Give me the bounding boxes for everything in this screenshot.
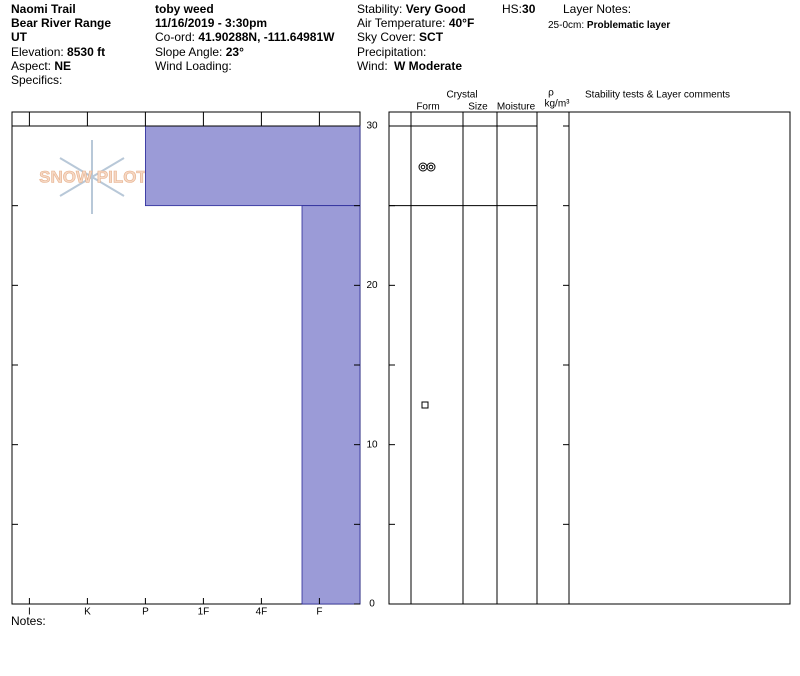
y-tick-label: 10 xyxy=(366,439,378,450)
layer-note: 25-0cm: Problematic layer xyxy=(548,20,670,31)
col-crystal: Crystal xyxy=(446,90,477,101)
grain xyxy=(418,162,428,172)
y-tick-label: 0 xyxy=(369,599,375,610)
col-rho: ρ xyxy=(548,88,554,99)
col-moisture: Moisture xyxy=(497,102,536,113)
precipitation: Precipitation: xyxy=(357,45,426,59)
notes: Notes: xyxy=(11,614,46,628)
value: NE xyxy=(54,59,71,73)
label: Air Temperature: xyxy=(357,16,445,30)
value: SCT xyxy=(419,30,444,44)
value: W Moderate xyxy=(394,59,462,73)
text: Problematic layer xyxy=(587,20,670,31)
wind-loading: Wind Loading: xyxy=(155,59,232,73)
value: 30 xyxy=(522,2,536,16)
value: 8530 ft xyxy=(67,45,105,59)
flake xyxy=(59,157,125,197)
value: Very Good xyxy=(406,2,466,16)
datetime: 11/16/2019 - 3:30pm xyxy=(155,16,267,30)
grain-symbols xyxy=(418,162,436,409)
x-tick-label: K xyxy=(84,607,91,618)
aspect: Aspect: NE xyxy=(11,59,71,73)
label: Aspect: xyxy=(11,59,51,73)
x-tick-label: P xyxy=(142,607,149,618)
observer: toby weed xyxy=(155,2,214,16)
range: Bear River Range xyxy=(11,16,111,30)
col-density: kg/m³ xyxy=(545,99,571,110)
col-comments: Stability tests & Layer comments xyxy=(585,90,730,101)
sky: Sky Cover: SCT xyxy=(357,30,444,44)
col-form: Form xyxy=(416,102,439,113)
label: Co-ord: xyxy=(155,30,195,44)
grain xyxy=(428,164,434,170)
label: Slope Angle: xyxy=(155,45,222,59)
coord: Co-ord: 41.90288N, -111.64981W xyxy=(155,30,335,44)
y-tick-label: 20 xyxy=(366,280,378,291)
wind: Wind: W Moderate xyxy=(357,59,462,73)
stability: Stability: Very Good xyxy=(357,2,466,16)
layer-table xyxy=(388,111,791,605)
column-headers: Crystal Form Size Moisture ρ kg/m³ Stabi… xyxy=(416,88,730,113)
header: Naomi Trail Bear River Range UT Elevatio… xyxy=(11,2,670,87)
label: Elevation: xyxy=(11,45,64,59)
label: Stability: xyxy=(357,2,402,16)
specifics: Specifics: xyxy=(11,73,62,87)
grain xyxy=(421,401,429,409)
hardness-bar xyxy=(301,205,361,605)
layer-notes-label: Layer Notes: xyxy=(563,2,631,16)
elevation: Elevation: 8530 ft xyxy=(11,45,105,59)
value: 40°F xyxy=(449,16,474,30)
slope: Slope Angle: 23° xyxy=(155,45,244,59)
logo-text: SNOW PILOT xyxy=(39,167,147,186)
value: 23° xyxy=(226,45,244,59)
hs: HS:30 xyxy=(502,2,536,16)
x-tick-label: F xyxy=(316,607,322,618)
x-tick-label: 1F xyxy=(198,607,210,618)
hardness-bar xyxy=(144,125,361,207)
grain xyxy=(426,162,436,172)
y-tick-label: 30 xyxy=(366,121,378,132)
location: Naomi Trail xyxy=(11,2,76,16)
label: Wind: xyxy=(357,59,388,73)
state: UT xyxy=(11,30,28,44)
label: Sky Cover: xyxy=(357,30,416,44)
grain xyxy=(420,164,426,170)
range: 25-0cm: xyxy=(548,20,584,31)
logo: SNOW PILOT xyxy=(39,140,148,214)
x-tick-label: 4F xyxy=(256,607,268,618)
air-temp: Air Temperature: 40°F xyxy=(357,16,474,30)
x-tick-label: I xyxy=(28,607,31,618)
col-size: Size xyxy=(468,102,488,113)
value: 41.90288N, -111.64981W xyxy=(198,30,335,44)
label: HS: xyxy=(502,2,522,16)
